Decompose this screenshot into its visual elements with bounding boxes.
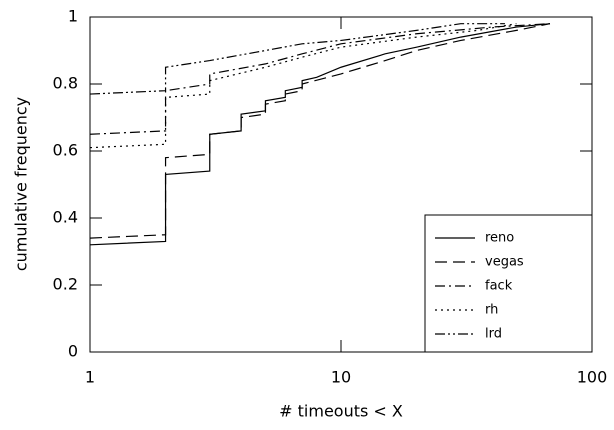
y-tick-label: 0.8	[53, 74, 78, 93]
y-tick-label: 0.6	[53, 141, 78, 160]
y-tick-label: 0	[68, 342, 78, 361]
y-tick-label: 1	[68, 7, 78, 26]
x-tick-label: 1	[85, 368, 95, 387]
y-tick-label: 0.2	[53, 275, 78, 294]
x-axis-label: # timeouts < X	[279, 402, 403, 421]
legend-label: reno	[485, 231, 514, 246]
series-line	[89, 23, 517, 149]
y-axis-label: cumulative frequency	[12, 97, 31, 271]
series-line	[89, 23, 551, 246]
x-tick-label: 10	[331, 368, 351, 387]
legend-label: lrd	[485, 327, 502, 342]
legend-label: fack	[485, 279, 513, 294]
x-tick-label: 100	[577, 368, 608, 387]
series-line	[89, 23, 505, 95]
y-tick-label: 0.4	[53, 208, 78, 227]
legend-label: rh	[485, 303, 498, 318]
legend-label: vegas	[485, 255, 524, 270]
series-line	[89, 23, 551, 239]
